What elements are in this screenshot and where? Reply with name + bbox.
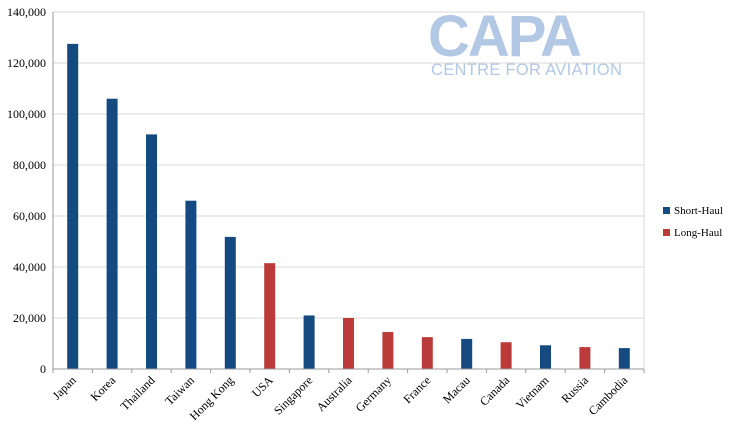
x-tick-label: France bbox=[400, 373, 433, 406]
bar-cambodia bbox=[618, 348, 630, 369]
bar-hong-kong bbox=[224, 236, 236, 369]
x-tick-label: Vietnam bbox=[513, 373, 552, 412]
capa-logo: CAPA CENTRE FOR AVIATION bbox=[428, 4, 622, 79]
bar-korea bbox=[106, 98, 118, 369]
x-tick-label: Russia bbox=[558, 373, 591, 406]
x-tick-label: Taiwan bbox=[162, 373, 197, 408]
x-tick-label: Singapore bbox=[271, 373, 315, 417]
y-tick-label: 60,000 bbox=[13, 209, 46, 223]
legend-label-1: Long-Haul bbox=[674, 227, 722, 239]
bar-russia bbox=[579, 347, 591, 369]
logo-main-text: CAPA bbox=[428, 4, 581, 69]
x-tick-label: Canada bbox=[477, 373, 513, 409]
bar-france bbox=[421, 337, 433, 369]
x-tick-label: Germany bbox=[353, 373, 394, 414]
bar-macau bbox=[461, 338, 473, 369]
x-tick-label: Thailand bbox=[118, 373, 158, 413]
bar-germany bbox=[382, 332, 394, 369]
y-tick-label: 0 bbox=[40, 362, 46, 376]
legend: Short-Haul Long-Haul bbox=[663, 205, 723, 239]
y-tick-label: 80,000 bbox=[13, 158, 46, 172]
logo-sub-text: CENTRE FOR AVIATION bbox=[431, 61, 622, 79]
bar-vietnam bbox=[540, 345, 551, 369]
bars bbox=[67, 43, 630, 369]
bar-canada bbox=[500, 342, 512, 369]
x-tick-label: Japan bbox=[50, 373, 79, 402]
x-tick-label: Korea bbox=[88, 373, 119, 404]
y-tick-label: 120,000 bbox=[7, 56, 46, 70]
bar-singapore bbox=[303, 315, 315, 369]
y-tick-label: 40,000 bbox=[13, 260, 46, 274]
y-axis: 0 20,000 40,000 60,000 80,000 100,000 120,000 1… bbox=[7, 5, 54, 376]
bar-japan bbox=[67, 43, 79, 369]
x-tick-label: Cambodia bbox=[586, 373, 631, 418]
bar-thailand bbox=[146, 134, 157, 369]
legend-swatch-0 bbox=[663, 207, 670, 214]
bar-taiwan bbox=[185, 200, 197, 369]
bar-usa bbox=[264, 263, 276, 369]
legend-label-0: Short-Haul bbox=[674, 205, 723, 217]
legend-swatch-1 bbox=[663, 229, 670, 236]
y-tick-label: 20,000 bbox=[13, 311, 46, 325]
x-tick-label: Macau bbox=[440, 373, 473, 406]
y-tick-label: 100,000 bbox=[7, 107, 46, 121]
x-tick-label: USA bbox=[249, 373, 276, 400]
y-tick-label: 140,000 bbox=[7, 5, 46, 19]
bar-australia bbox=[343, 318, 354, 369]
x-tick-label: Australia bbox=[314, 373, 355, 414]
